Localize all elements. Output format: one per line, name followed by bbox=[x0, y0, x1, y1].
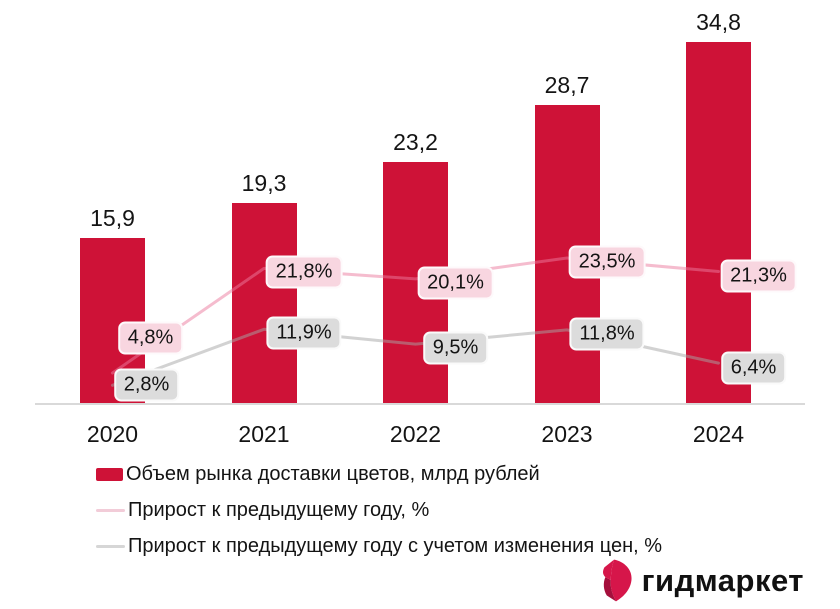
data-label-2024-s1: 21,3% bbox=[720, 259, 797, 292]
data-label-2022-s1: 20,1% bbox=[417, 266, 494, 300]
bar-value-label: 28,7 bbox=[544, 72, 590, 99]
legend-label: Объем рынка доставки цветов, млрд рублей bbox=[126, 462, 540, 485]
data-label-2022-s2: 9,5% bbox=[422, 331, 489, 365]
data-label-2021-s2: 11,9% bbox=[266, 316, 342, 350]
x-tick-2023: 2023 bbox=[541, 421, 593, 447]
line-swatch-icon bbox=[96, 544, 125, 548]
brand-logo: гидмаркет bbox=[600, 559, 804, 602]
data-label-2020-s2: 2,8% bbox=[113, 368, 180, 402]
bar-value-label: 15,9 bbox=[90, 205, 135, 232]
gem-icon bbox=[600, 559, 633, 602]
x-tick-2022: 2022 bbox=[389, 421, 442, 447]
legend-label: Прирост к предыдущему году, % bbox=[128, 498, 430, 521]
legend-label: Прирост к предыдущему году с учетом изме… bbox=[128, 534, 663, 557]
legend-item-market-volume: Объем рынка доставки цветов, млрд рублей bbox=[96, 462, 662, 486]
data-label-2021-s1: 21,8% bbox=[265, 255, 343, 289]
data-label-2023-s2: 11,8% bbox=[569, 317, 645, 351]
legend-item-growth-price-adjusted: Прирост к предыдущему году с учетом изме… bbox=[96, 534, 662, 558]
brand-name: гидмаркет bbox=[641, 562, 804, 598]
legend: Объем рынка доставки цветов, млрд рублей… bbox=[96, 462, 662, 558]
x-tick-2020: 2020 bbox=[86, 421, 139, 447]
data-label-2020-s1: 4,8% bbox=[117, 321, 184, 355]
bar-swatch-icon bbox=[96, 467, 123, 481]
bar-value-label: 19,3 bbox=[241, 169, 287, 196]
bar-2024 bbox=[686, 41, 751, 404]
data-label-2023-s1: 23,5% bbox=[568, 245, 646, 279]
line-swatch-icon bbox=[96, 508, 125, 512]
x-axis-line bbox=[35, 403, 805, 405]
x-tick-2024: 2024 bbox=[692, 421, 745, 447]
bar-value-label: 23,2 bbox=[393, 129, 438, 156]
x-tick-2021: 2021 bbox=[238, 421, 290, 447]
data-label-2024-s2: 6,4% bbox=[720, 351, 787, 385]
bar-2021 bbox=[231, 202, 297, 404]
bar-value-label: 34,8 bbox=[696, 8, 741, 35]
legend-item-growth: Прирост к предыдущему году, % bbox=[96, 498, 662, 522]
